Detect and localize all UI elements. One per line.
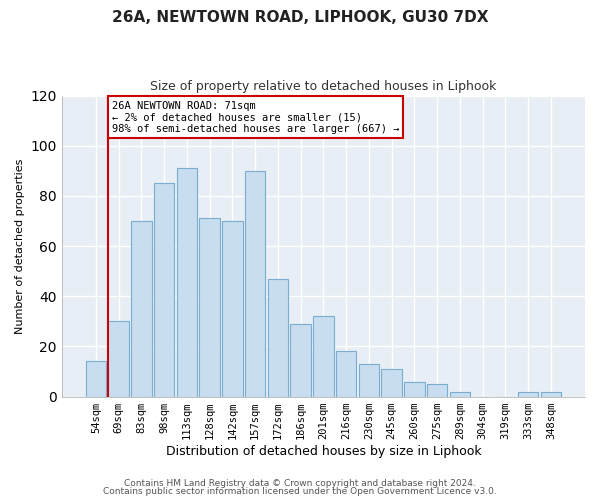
Bar xyxy=(382,369,402,396)
Bar xyxy=(268,278,288,396)
Bar xyxy=(131,221,152,396)
Bar xyxy=(86,362,106,396)
Bar xyxy=(154,184,175,396)
Bar xyxy=(427,384,448,396)
Bar xyxy=(336,352,356,397)
Text: Contains HM Land Registry data © Crown copyright and database right 2024.: Contains HM Land Registry data © Crown c… xyxy=(124,478,476,488)
Text: 26A NEWTOWN ROAD: 71sqm
← 2% of detached houses are smaller (15)
98% of semi-det: 26A NEWTOWN ROAD: 71sqm ← 2% of detached… xyxy=(112,100,399,134)
Bar xyxy=(404,382,425,396)
Title: Size of property relative to detached houses in Liphook: Size of property relative to detached ho… xyxy=(150,80,497,93)
X-axis label: Distribution of detached houses by size in Liphook: Distribution of detached houses by size … xyxy=(166,444,481,458)
Text: 26A, NEWTOWN ROAD, LIPHOOK, GU30 7DX: 26A, NEWTOWN ROAD, LIPHOOK, GU30 7DX xyxy=(112,10,488,25)
Bar xyxy=(199,218,220,396)
Bar xyxy=(176,168,197,396)
Text: Contains public sector information licensed under the Open Government Licence v3: Contains public sector information licen… xyxy=(103,487,497,496)
Bar xyxy=(290,324,311,396)
Bar xyxy=(222,221,242,396)
Bar xyxy=(109,322,129,396)
Bar xyxy=(359,364,379,396)
Bar xyxy=(450,392,470,396)
Y-axis label: Number of detached properties: Number of detached properties xyxy=(15,158,25,334)
Bar xyxy=(313,316,334,396)
Bar xyxy=(541,392,561,396)
Bar xyxy=(245,171,265,396)
Bar xyxy=(518,392,538,396)
